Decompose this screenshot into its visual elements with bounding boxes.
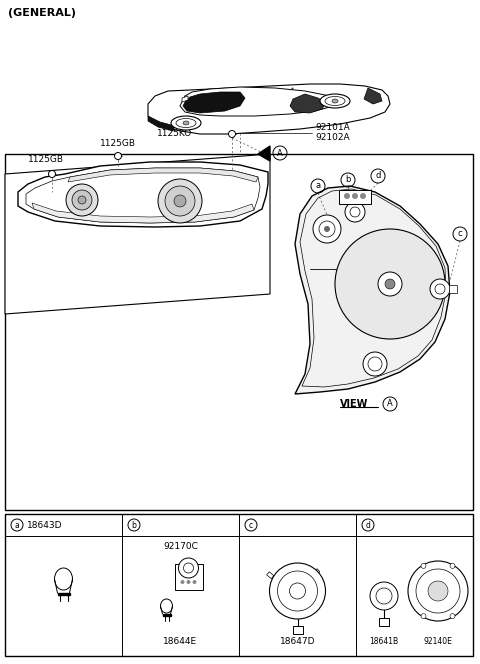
Circle shape <box>335 229 445 339</box>
Bar <box>339 190 371 204</box>
Text: A: A <box>387 400 393 408</box>
Circle shape <box>228 131 236 137</box>
Polygon shape <box>258 146 270 161</box>
Ellipse shape <box>171 116 201 130</box>
Text: 1125KO: 1125KO <box>157 129 192 139</box>
Text: 92170C: 92170C <box>163 542 198 551</box>
Bar <box>5 514 473 656</box>
Polygon shape <box>148 116 175 131</box>
Bar <box>449 285 457 293</box>
Text: c: c <box>458 230 462 238</box>
Text: 92101A: 92101A <box>315 124 350 133</box>
Text: 92140E: 92140E <box>423 637 453 647</box>
Circle shape <box>450 563 455 568</box>
Polygon shape <box>148 84 390 134</box>
Circle shape <box>360 193 366 199</box>
Text: A: A <box>277 149 283 157</box>
Bar <box>267 572 274 579</box>
Polygon shape <box>183 92 245 113</box>
Text: 1125GB: 1125GB <box>28 155 64 163</box>
Polygon shape <box>32 203 254 223</box>
Text: a: a <box>14 521 19 529</box>
Polygon shape <box>180 87 335 116</box>
Polygon shape <box>182 96 188 102</box>
Polygon shape <box>364 88 382 104</box>
Circle shape <box>269 563 325 619</box>
Circle shape <box>450 614 455 619</box>
Polygon shape <box>68 168 258 182</box>
Circle shape <box>344 193 350 199</box>
Bar <box>5 154 473 510</box>
Circle shape <box>313 215 341 243</box>
Text: (GENERAL): (GENERAL) <box>8 8 76 18</box>
Circle shape <box>324 226 330 232</box>
Text: 18641B: 18641B <box>370 637 398 647</box>
Text: a: a <box>315 181 321 191</box>
Circle shape <box>179 558 199 578</box>
Text: d: d <box>375 171 381 181</box>
Ellipse shape <box>183 121 189 125</box>
Text: 18647D: 18647D <box>280 637 315 647</box>
Text: 18643D: 18643D <box>27 521 62 529</box>
Bar <box>292 626 302 634</box>
Bar <box>175 564 203 590</box>
Polygon shape <box>295 186 450 394</box>
Circle shape <box>165 186 195 216</box>
Circle shape <box>430 279 450 299</box>
Circle shape <box>48 171 56 177</box>
Polygon shape <box>290 94 326 113</box>
Circle shape <box>421 563 426 568</box>
Circle shape <box>180 580 184 584</box>
Circle shape <box>174 195 186 207</box>
Circle shape <box>72 190 92 210</box>
Bar <box>5 514 473 536</box>
Circle shape <box>428 581 448 601</box>
Circle shape <box>385 279 395 289</box>
Text: d: d <box>366 521 371 529</box>
Polygon shape <box>5 154 270 314</box>
Circle shape <box>352 193 358 199</box>
Circle shape <box>408 561 468 621</box>
Bar <box>312 569 320 576</box>
Ellipse shape <box>332 99 338 103</box>
Text: 1125GB: 1125GB <box>100 139 136 149</box>
Text: 18644E: 18644E <box>163 637 198 647</box>
Polygon shape <box>18 162 268 227</box>
Circle shape <box>66 184 98 216</box>
Text: b: b <box>132 521 136 529</box>
Circle shape <box>158 179 202 223</box>
Circle shape <box>363 352 387 376</box>
Bar <box>379 618 389 626</box>
Text: 92102A: 92102A <box>315 133 349 143</box>
Circle shape <box>370 582 398 610</box>
Bar <box>163 614 170 616</box>
Circle shape <box>115 153 121 159</box>
Text: c: c <box>249 521 253 529</box>
Circle shape <box>345 202 365 222</box>
Text: VIEW: VIEW <box>340 399 368 409</box>
Circle shape <box>187 580 191 584</box>
Ellipse shape <box>320 94 350 108</box>
Circle shape <box>378 272 402 296</box>
Circle shape <box>192 580 196 584</box>
Circle shape <box>78 196 86 204</box>
Bar <box>58 593 70 595</box>
Circle shape <box>421 614 426 619</box>
Text: b: b <box>345 175 351 185</box>
